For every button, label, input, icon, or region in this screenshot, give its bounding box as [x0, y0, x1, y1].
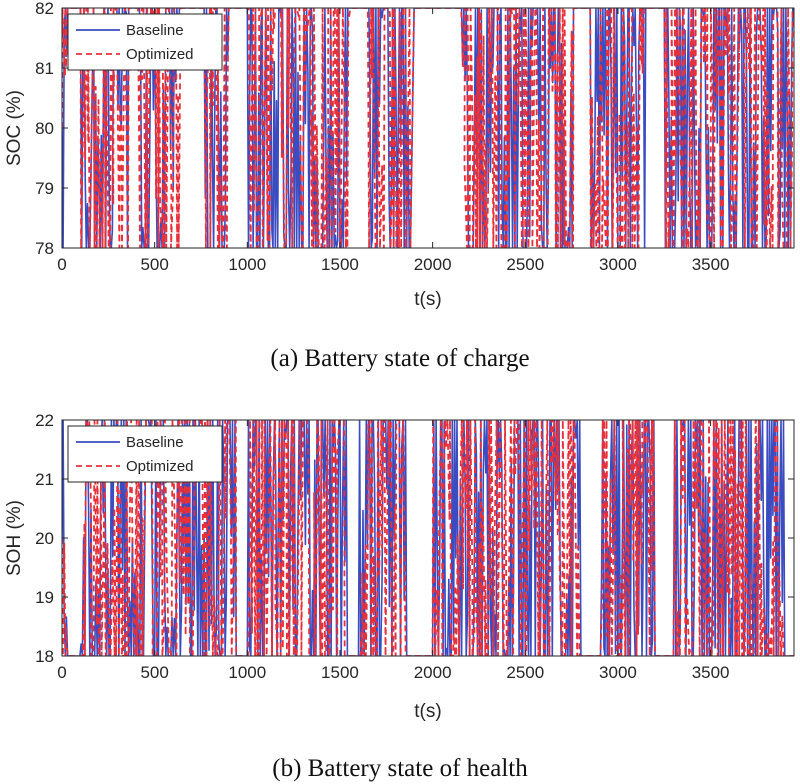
soh-x-tick-label: 1500 [321, 663, 359, 682]
soc-series-baseline-line [62, 8, 794, 248]
soc-y-tick-label: 80 [35, 119, 54, 138]
soh-x-tick-label: 0 [57, 663, 66, 682]
soc-y-tick-label: 82 [35, 0, 54, 18]
soh-y-tick-label: 20 [35, 529, 54, 548]
soc-x-tick-label: 0 [57, 255, 66, 274]
soc-x-tick-label: 3500 [692, 255, 730, 274]
soc-y-tick-label: 78 [35, 239, 54, 258]
soc-legend: Baseline Optimized [67, 13, 223, 71]
soh-caption: (b) Battery state of health [272, 755, 528, 782]
soc-y-tick-label: 79 [35, 179, 54, 198]
soh-y-tick-label: 18 [35, 647, 54, 666]
soc-x-ticks: 0 500 1000 1500 2000 2500 3000 3500 [57, 8, 730, 274]
soc-legend-baseline-label: Baseline [126, 22, 184, 39]
soh-x-tick-label: 3500 [692, 663, 730, 682]
soc-plot-lines [62, 8, 794, 248]
soc-x-tick-label: 1500 [321, 255, 359, 274]
soh-x-tick-label: 2500 [506, 663, 544, 682]
soc-caption: (a) Battery state of charge [270, 345, 529, 372]
soc-y-tick-label: 81 [35, 59, 54, 78]
soh-x-tick-label: 500 [140, 663, 168, 682]
soc-x-tick-label: 500 [140, 255, 168, 274]
soh-x-tick-label: 3000 [599, 663, 637, 682]
soc-x-tick-label: 3000 [599, 255, 637, 274]
soh-legend-box [67, 425, 223, 483]
soh-x-tick-label: 1000 [228, 663, 266, 682]
soc-series-optimized-line [62, 8, 794, 248]
soh-legend-baseline-label: Baseline [126, 434, 184, 451]
soc-chart-panel: 0 500 1000 1500 2000 2500 3000 3500 7879808182 … [4, 0, 795, 372]
soh-y-axis-label: SOH (%) [4, 500, 25, 576]
soh-series-optimized-line [62, 420, 794, 656]
soh-y-tick-label: 21 [35, 470, 54, 489]
soc-x-tick-label: 2500 [506, 255, 544, 274]
soc-x-tick-label: 2000 [414, 255, 452, 274]
soc-y-axis-label: SOC (%) [4, 90, 25, 166]
soh-x-tick-label: 2000 [414, 663, 452, 682]
soh-x-axis-label: t(s) [414, 701, 441, 722]
soh-y-ticks: 18 19 20 21 22 [35, 411, 794, 666]
soh-y-tick-label: 22 [35, 411, 54, 430]
soh-legend-optimized-label: Optimized [126, 458, 194, 475]
soh-legend: Baseline Optimized [67, 425, 223, 483]
soc-y-ticks: 78 79 80 81 82 [35, 0, 794, 258]
soc-x-axis-label: t(s) [414, 289, 441, 310]
soh-x-ticks: 0 500 1000 1500 2000 2500 3000 3500 [57, 420, 730, 682]
soh-chart-panel: 0 500 1000 1500 2000 2500 3000 3500 1819202122 … [4, 411, 795, 782]
soh-y-tick-label: 19 [35, 588, 54, 607]
soc-legend-optimized-label: Optimized [126, 46, 194, 63]
soc-x-tick-label: 1000 [228, 255, 266, 274]
soh-plot-lines [62, 420, 794, 656]
soc-legend-box [67, 13, 223, 71]
